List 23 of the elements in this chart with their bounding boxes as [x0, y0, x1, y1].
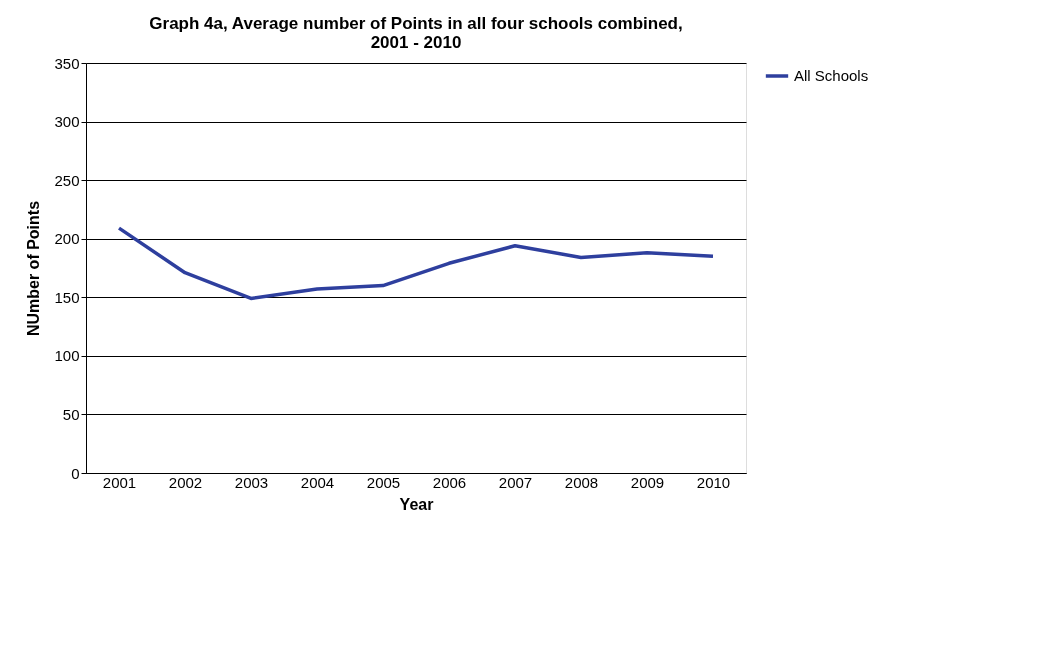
x-tick-label: 2007 [498, 473, 533, 491]
x-tick-label: 2008 [564, 473, 599, 491]
x-tick-label: 2010 [696, 473, 731, 491]
legend-label: All Schools [794, 67, 869, 84]
y-tick-label: 200 [54, 230, 80, 248]
y-axis-title: NUmber of Points [25, 200, 43, 337]
y-tick-label: 350 [54, 54, 80, 72]
x-axis-title: Year [399, 495, 434, 513]
y-tick-label: 250 [54, 171, 80, 189]
y-tick-label: 150 [54, 288, 80, 306]
x-tick-label: 2009 [630, 473, 665, 491]
x-tick-label: 2006 [432, 473, 467, 491]
y-tick-label: 100 [54, 347, 80, 365]
y-tick-label: 0 [71, 464, 80, 482]
x-tick-label: 2001 [102, 473, 137, 491]
chart-title: Graph 4a, Average number of Points in all four schools combined, 2001 - 2010 [149, 14, 683, 52]
y-tick-label: 50 [62, 405, 80, 423]
line-series [117, 226, 715, 301]
x-tick-label: 2002 [168, 473, 203, 491]
y-tick-label: 300 [54, 113, 80, 131]
x-tick-label: 2004 [300, 473, 335, 491]
x-tick-label: 2003 [234, 473, 269, 491]
x-tick-label: 2005 [366, 473, 401, 491]
